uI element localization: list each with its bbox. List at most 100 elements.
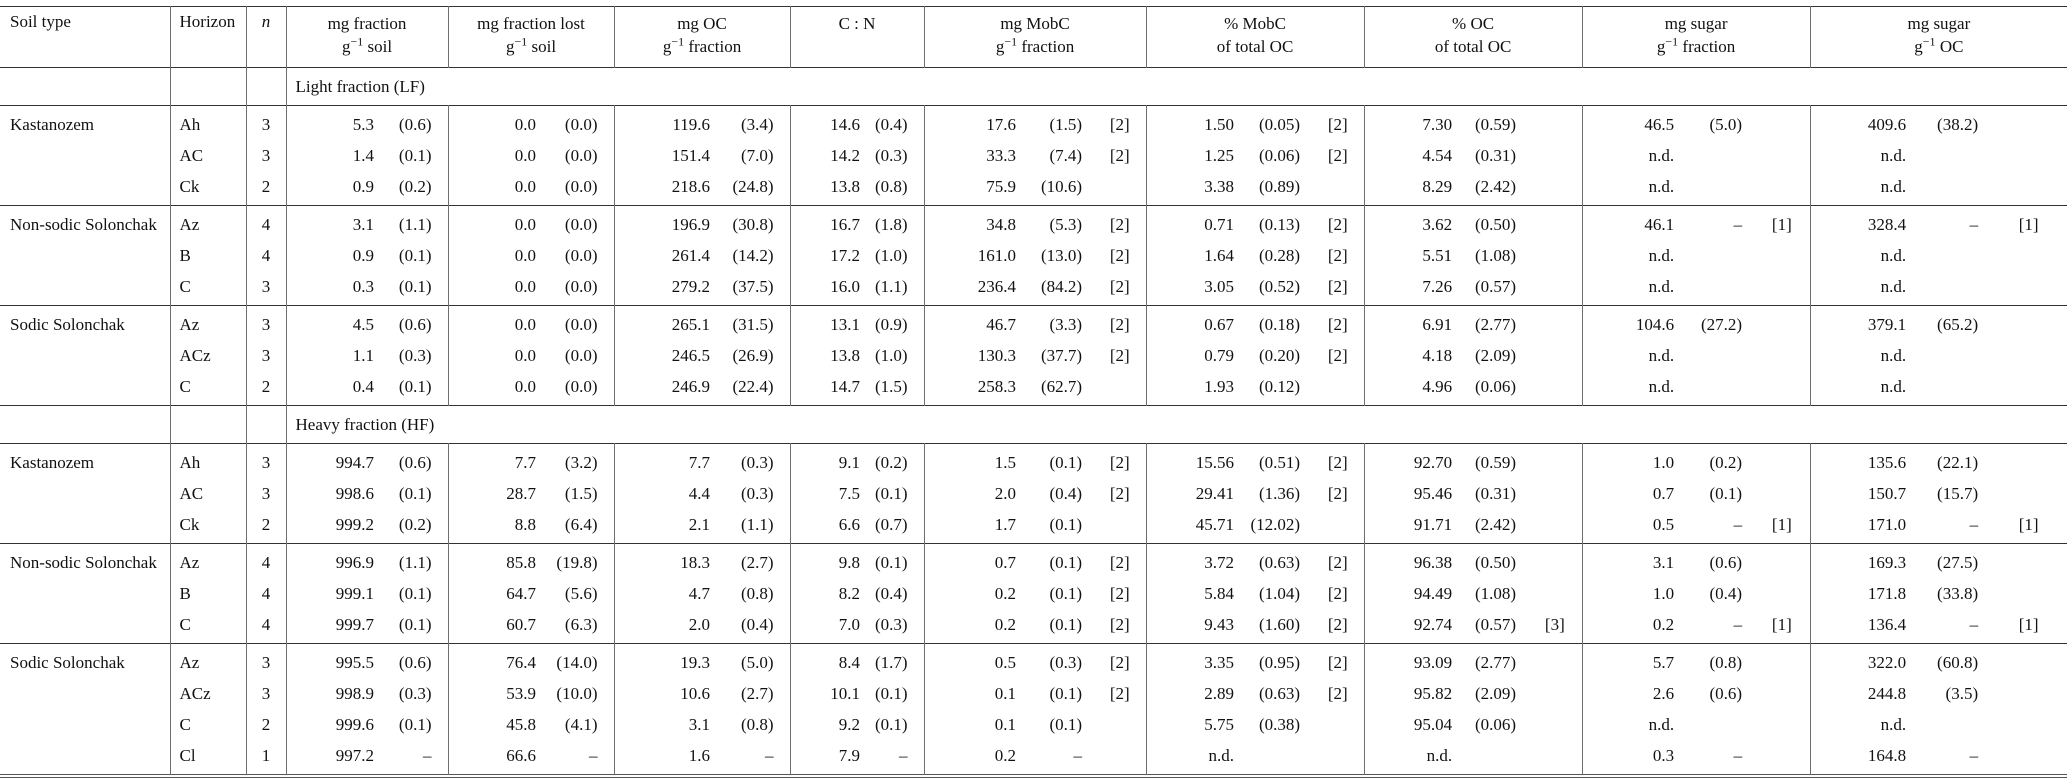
cell-sd: (2.09) — [1474, 345, 1517, 365]
table-row: Sodic Solonchak Az 3 995.5 (0.6) 76.4 (14.0) 19… — [0, 643, 2067, 679]
cell-value: 0.9 — [285, 171, 374, 206]
cell-sd: (0.6) — [1709, 552, 1743, 572]
cell-sd: (0.1) — [398, 245, 432, 265]
cell-ref — [1758, 709, 1810, 740]
cell-ref — [1994, 240, 2067, 271]
cell-sd: (0.8) — [874, 176, 908, 196]
cell-ref: [1] — [1771, 514, 1792, 534]
col-header-unit: g−1 OC — [1914, 34, 1964, 56]
cell-sd: (0.4) — [1709, 583, 1743, 603]
cell-value: 151.4 — [613, 140, 710, 171]
cell-sd: – — [1733, 745, 1743, 765]
cell-value: 998.6 — [285, 478, 374, 509]
cell-sd: (0.1) — [1049, 614, 1083, 634]
table-row: B 4 0.9 (0.1) 0.0 (0.0) 261.4 (14.2) 17.2 (1.0) 16… — [0, 240, 2067, 271]
cell-sd: – — [1969, 745, 1979, 765]
empty-cell — [0, 406, 170, 444]
cell-n: 3 — [245, 678, 286, 709]
cell-sd: (0.6) — [398, 314, 432, 334]
cell-sd: (30.8) — [732, 214, 774, 234]
cell-soil-type — [0, 478, 170, 509]
cell-ref — [1758, 644, 1810, 679]
cell-value: 0.0 — [447, 140, 536, 171]
cell-ref: [2] — [1327, 583, 1348, 603]
cell-sd — [1906, 340, 1994, 371]
cell-sd — [1906, 140, 1994, 171]
soil-group: Sodic Solonchak Az 3 4.5 (0.6) 0.0 (0.0) 265.1 (… — [0, 305, 2067, 406]
cell-sd: (2.42) — [1474, 176, 1517, 196]
cell-sd: – — [1073, 745, 1083, 765]
cell-value: n.d. — [1363, 740, 1453, 775]
cell-sd: (2.7) — [740, 552, 774, 572]
cell-ref: [2] — [1327, 276, 1348, 296]
col-header-group-0: mg fraction g−1 soil — [285, 6, 448, 68]
cell-value: 64.7 — [447, 578, 536, 609]
cell-n: 2 — [245, 509, 286, 544]
cell-sd — [1674, 240, 1758, 271]
col-header-label: % OC — [1452, 14, 1495, 33]
cell-sd: (37.5) — [732, 276, 774, 296]
cell-n: 4 — [245, 609, 286, 644]
cell-horizon: C — [169, 371, 246, 406]
cell-value: 994.7 — [285, 443, 374, 478]
cell-value: 246.9 — [613, 371, 710, 406]
cell-value: 0.0 — [447, 371, 536, 406]
cell-value: n.d. — [1581, 171, 1675, 206]
cell-sd: (0.6) — [1709, 683, 1743, 703]
cell-value: 2.1 — [613, 509, 710, 544]
cell-ref: [2] — [1109, 452, 1130, 472]
cell-value: 19.3 — [613, 643, 710, 678]
cell-sd: (0.2) — [1709, 452, 1743, 472]
cell-sd: (0.1) — [398, 714, 432, 734]
cell-sd: (0.2) — [874, 452, 908, 472]
cell-horizon: Az — [169, 643, 246, 678]
col-header-group-3: C : N — [789, 6, 925, 68]
cell-value: 130.3 — [923, 340, 1017, 371]
cell-value: 0.0 — [447, 105, 536, 140]
cell-ref — [1758, 240, 1810, 271]
cell-value: 3.72 — [1145, 543, 1235, 578]
cell-sd: (0.0) — [564, 376, 598, 396]
cell-value: 1.0 — [1581, 578, 1675, 609]
table-row: B 4 999.1 (0.1) 64.7 (5.6) 4.7 (0.8) 8.2 (0.4) 0.2… — [0, 578, 2067, 609]
cell-value: 96.38 — [1363, 543, 1453, 578]
cell-sd: (5.0) — [1709, 114, 1743, 134]
cell-ref — [1532, 306, 1582, 341]
cell-sd: (0.1) — [874, 552, 908, 572]
cell-ref: [2] — [1327, 314, 1348, 334]
cell-value: n.d. — [1809, 171, 1907, 206]
cell-ref: [2] — [1327, 452, 1348, 472]
col-header-label: mg fraction lost — [477, 14, 585, 33]
cell-value: 4.4 — [613, 478, 710, 509]
cell-sd — [1674, 340, 1758, 371]
cell-value: 7.30 — [1363, 105, 1453, 140]
col-header-unit: of total OC — [1434, 37, 1512, 56]
cell-sd: (1.36) — [1258, 483, 1301, 503]
cell-value: 161.0 — [923, 240, 1017, 271]
cell-sd: – — [899, 745, 908, 765]
cell-value: 0.0 — [447, 205, 536, 240]
cell-value: 91.71 — [1363, 509, 1453, 544]
cell-value: 322.0 — [1809, 643, 1907, 678]
cell-sd: (0.2) — [398, 514, 432, 534]
cell-sd: (7.0) — [740, 145, 774, 165]
cell-sd: (0.95) — [1258, 652, 1301, 672]
cell-value: 8.8 — [447, 509, 536, 544]
cell-horizon: Ck — [169, 509, 246, 544]
cell-sd: (0.1) — [398, 483, 432, 503]
cell-ref — [1758, 306, 1810, 341]
cell-sd: (0.63) — [1258, 552, 1301, 572]
cell-ref — [1758, 171, 1810, 206]
cell-soil-type: Kastanozem — [10, 452, 95, 472]
cell-value: 999.6 — [285, 709, 374, 740]
cell-value: n.d. — [1581, 340, 1675, 371]
cell-sd: (0.59) — [1474, 452, 1517, 472]
cell-sd: (0.31) — [1474, 145, 1517, 165]
cell-value: 0.7 — [923, 543, 1017, 578]
cell-value: 171.0 — [1809, 509, 1907, 544]
cell-sd: (24.8) — [732, 176, 774, 196]
cell-horizon: Az — [169, 543, 246, 578]
cell-value: 0.0 — [447, 271, 536, 306]
cell-sd: (3.2) — [564, 452, 598, 472]
cell-sd: (0.50) — [1474, 552, 1517, 572]
